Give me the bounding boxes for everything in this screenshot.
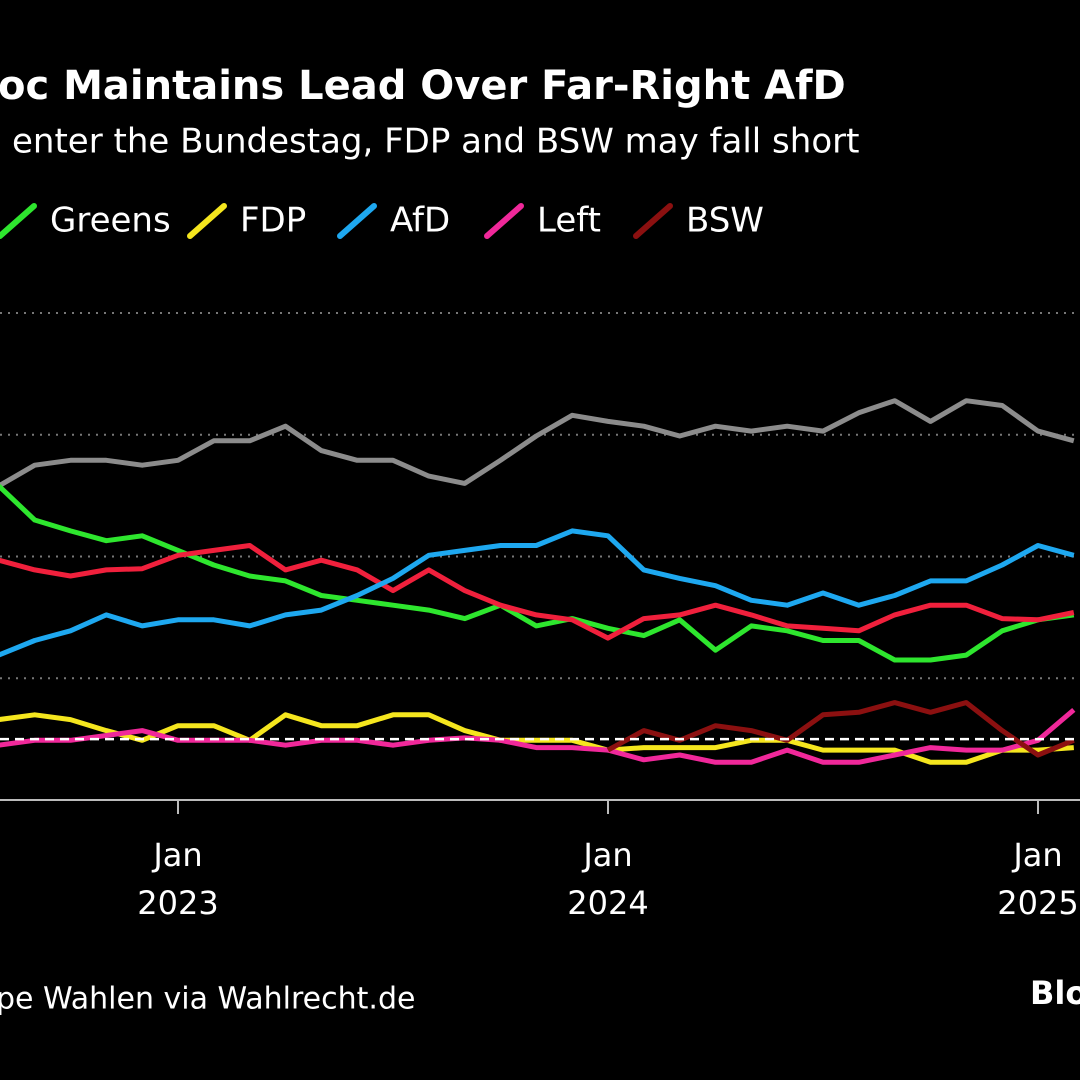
chart-subtitle: enter the Bundestag, FDP and BSW may fal… [12,122,859,162]
chart-title: oc Maintains Lead Over Far-Right AfD [0,63,846,109]
series-line [0,528,1075,658]
legend-swatch [0,203,37,239]
source: pe Wahlen via Wahlrecht.de [0,982,415,1017]
x-tick-label: Jan 2023 [137,836,218,922]
brand: Blo [1030,974,1080,1012]
series-line [0,712,1074,765]
legend-swatch [337,203,377,239]
legend-swatch [187,203,227,239]
series-line [0,484,1075,663]
series-line [0,543,1075,641]
series-line [0,398,1075,489]
legend-swatch [484,203,524,239]
legend-label: BSW [686,201,764,241]
x-tick-label: Jan 2025 [997,836,1078,922]
legend-label: FDP [240,201,306,241]
series-line [606,700,1075,758]
legend-label: Left [537,201,601,241]
series-line [0,707,1076,765]
legend-label: Greens [50,201,171,241]
legend-label: AfD [390,201,450,241]
x-tick-label: Jan 2024 [567,836,648,922]
legend-swatch [633,203,673,239]
